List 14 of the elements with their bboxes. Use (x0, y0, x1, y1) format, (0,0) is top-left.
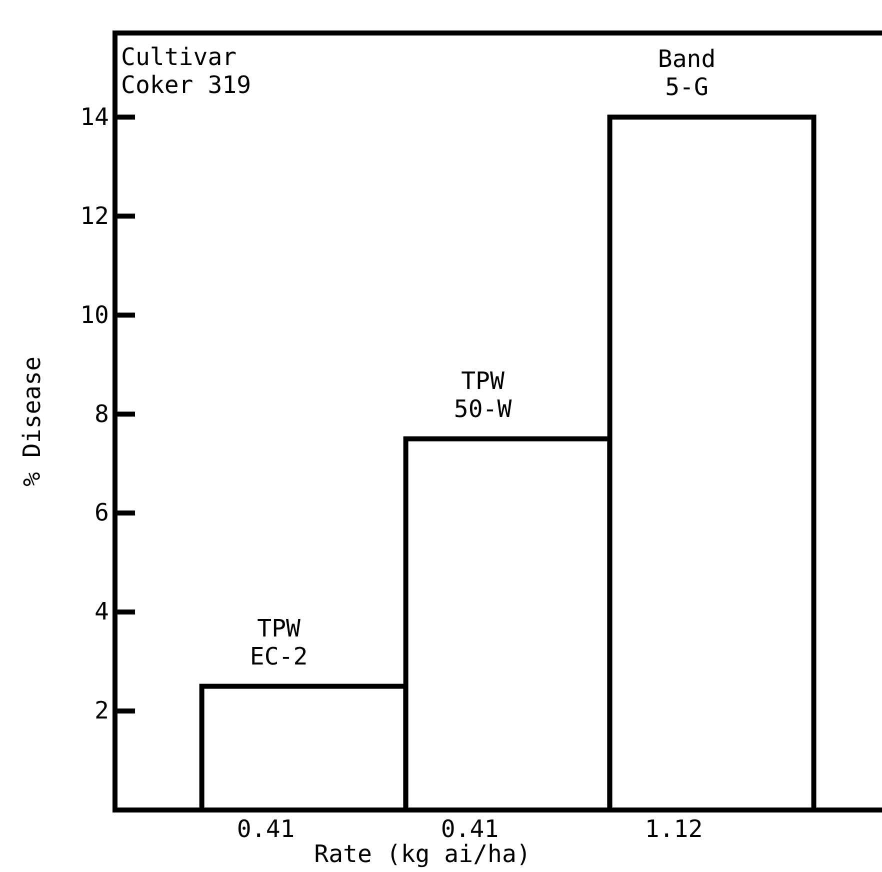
y-tick-label: 12 (80, 202, 109, 230)
annotation: TPW 50-W (454, 366, 512, 423)
x-tick-label: 0.41 (236, 815, 295, 844)
y-tick-label: 4 (94, 598, 109, 626)
annotation: Band 5-G (658, 45, 716, 102)
y-tick-label: 8 (94, 400, 109, 428)
annotation: Cultivar Coker 319 (121, 43, 252, 99)
annotation: TPW EC-2 (250, 614, 308, 670)
y-axis-title: % Disease (18, 356, 46, 487)
y-tick-label: 14 (80, 102, 109, 131)
y-tick-label: 10 (80, 300, 109, 329)
x-tick-label: 1.12 (644, 815, 703, 844)
y-tick-label: 2 (94, 696, 109, 725)
y-tick-label: 6 (94, 498, 109, 527)
